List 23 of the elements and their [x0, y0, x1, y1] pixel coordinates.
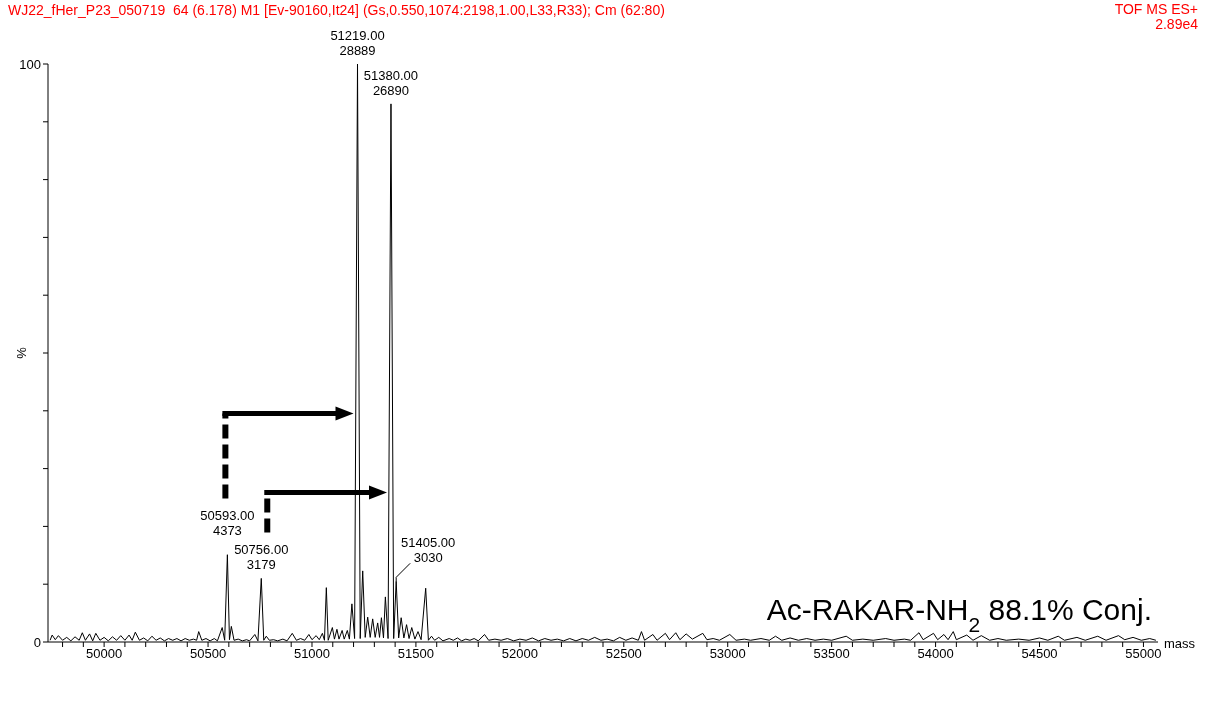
annotation: 51405.00 3030 — [401, 535, 456, 566]
annotation: 50756.00 3179 — [234, 542, 289, 573]
y-tick-label: 100 — [19, 56, 41, 72]
x-axis-title: mass — [1164, 636, 1196, 651]
x-tick-label: 51500 — [397, 646, 434, 662]
x-tick-label: 53500 — [813, 646, 850, 662]
chart-title: WJ22_fHer_P23_050719 64 (6.178) M1 [Ev-90160,It24] (Gs,0.550,1074:2198,1.00,L33,R33); Cm (62:80) — [8, 2, 665, 18]
x-tick-label: 53000 — [709, 646, 746, 662]
text: TOF MS ES+ 2.89e4 — [1114, 1, 1198, 32]
y-tick-label: 0 — [33, 634, 41, 650]
x-tick-label: 54500 — [1021, 646, 1058, 662]
annotation: 51380.00 26890 — [363, 67, 419, 98]
x-tick-label: 54000 — [917, 646, 954, 662]
annotation: Ac-RAKAR-NH$_{2}$ 88.1% Conj. — [766, 593, 1152, 636]
x-tick-label: 50500 — [189, 646, 227, 662]
x-tick-label: 50000 — [86, 646, 123, 662]
x-tick-label: 52500 — [605, 646, 642, 662]
annotation: 50593.00 4373 — [200, 508, 255, 539]
x-tick-label: 55000 — [1125, 646, 1162, 662]
annotation: 51219.00 28889 — [330, 28, 385, 58]
y-axis-title: % — [14, 346, 29, 359]
x-tick-label: 51000 — [293, 646, 331, 662]
x-tick-label: 52000 — [501, 646, 538, 662]
